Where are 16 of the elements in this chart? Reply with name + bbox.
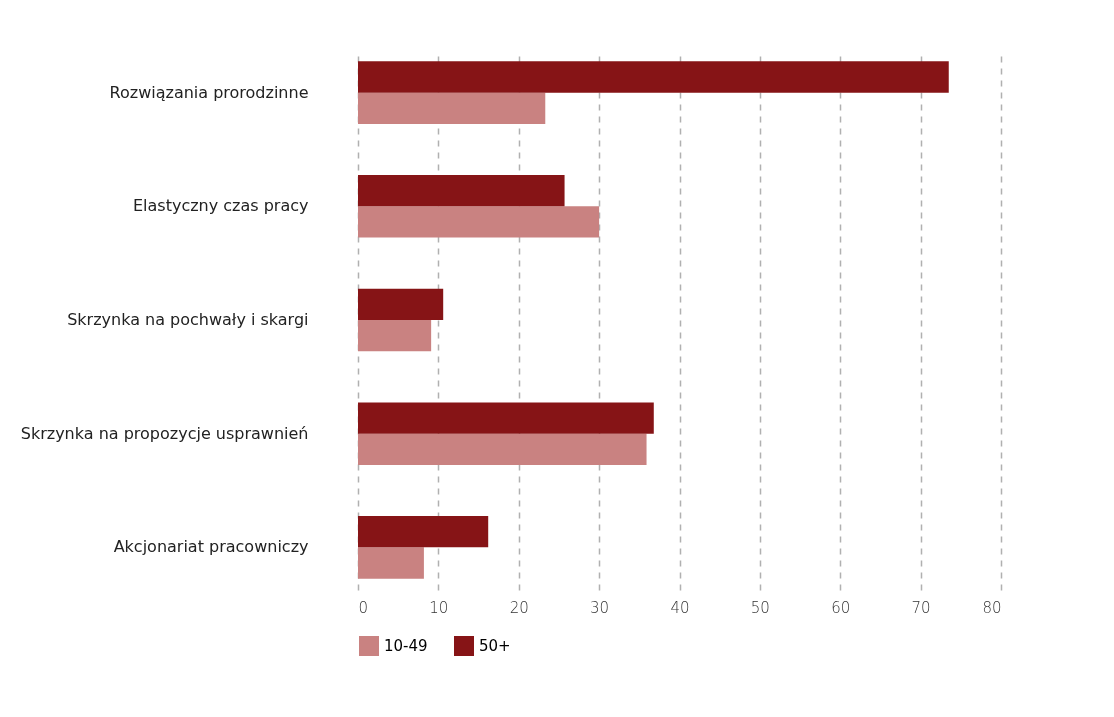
y-tick-label: Akcjonariat pracowniczy <box>113 537 309 557</box>
x-tick-label: 40 <box>670 598 690 617</box>
x-tick-label: 0 <box>358 598 369 617</box>
x-tick-label: 70 <box>911 598 931 617</box>
x-tick-label: 20 <box>509 598 529 617</box>
x-tick-label: 60 <box>831 598 851 617</box>
legend-label: 10-49 <box>384 637 428 655</box>
x-tick-label: 80 <box>982 598 1002 617</box>
y-tick-label: Rozwiązania prorodzinne <box>109 82 309 102</box>
y-tick-label: Elastyczny czas pracy <box>132 196 309 216</box>
x-tick-label: 50 <box>750 598 770 617</box>
x-tick-label: 30 <box>590 598 610 617</box>
y-tick-label: Skrzynka na pochwały i skargi <box>67 310 309 329</box>
y-tick-label: Skrzynka na propozycje usprawnień <box>20 423 309 443</box>
x-tick-label: 10 <box>429 598 449 617</box>
legend-label: 50+ <box>479 637 511 655</box>
